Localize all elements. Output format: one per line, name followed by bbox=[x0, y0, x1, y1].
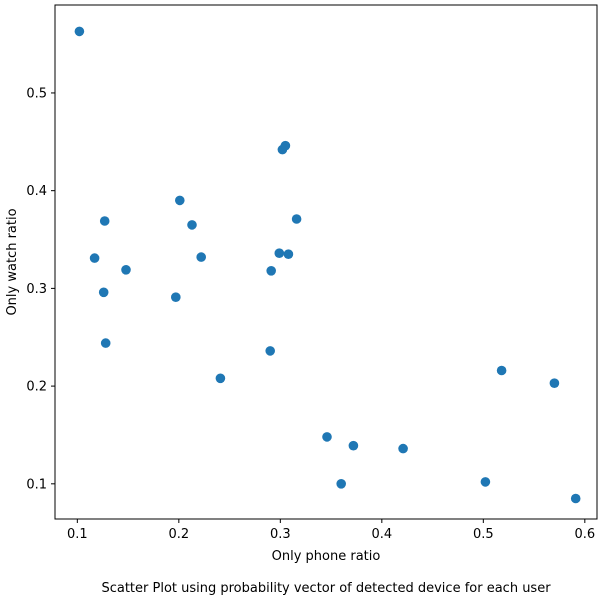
data-point bbox=[480, 477, 491, 487]
data-point bbox=[336, 479, 347, 489]
y-tick-label: 0.3 bbox=[26, 282, 47, 297]
x-axis-label: Only phone ratio bbox=[272, 549, 381, 564]
data-point bbox=[265, 346, 276, 356]
data-point bbox=[280, 140, 291, 151]
data-point bbox=[89, 253, 100, 263]
plot-frame bbox=[54, 4, 598, 520]
data-points bbox=[74, 26, 581, 504]
x-tick-label: 0.2 bbox=[168, 527, 189, 542]
data-point bbox=[266, 266, 277, 276]
data-point bbox=[398, 443, 408, 454]
y-tick-label: 0.4 bbox=[26, 184, 47, 199]
data-point bbox=[187, 220, 197, 230]
data-point bbox=[274, 248, 285, 258]
y-axis-label: Only watch ratio bbox=[5, 208, 20, 315]
data-point bbox=[291, 214, 302, 224]
data-point bbox=[496, 365, 507, 376]
y-tick-label: 0.5 bbox=[26, 86, 47, 101]
y-tick-label: 0.2 bbox=[26, 380, 47, 395]
data-point bbox=[549, 378, 560, 389]
data-point bbox=[215, 373, 226, 384]
y-tick-label: 0.1 bbox=[26, 477, 47, 492]
y-axis-ticks: 0.1 0.2 0.3 0.4 0.5 bbox=[26, 86, 55, 492]
chart-caption: Scatter Plot using probability vector of… bbox=[101, 581, 551, 596]
data-point bbox=[196, 252, 206, 262]
data-point bbox=[99, 216, 110, 226]
data-point bbox=[175, 195, 185, 206]
x-axis-ticks: 0.1 0.2 0.3 0.4 0.5 0.6 bbox=[67, 519, 595, 542]
data-point bbox=[74, 26, 85, 37]
data-point bbox=[348, 440, 359, 451]
data-point bbox=[171, 292, 181, 303]
x-tick-label: 0.6 bbox=[574, 527, 595, 542]
data-point bbox=[283, 249, 294, 259]
x-tick-label: 0.3 bbox=[270, 527, 291, 542]
x-tick-label: 0.5 bbox=[473, 527, 494, 542]
data-point bbox=[121, 265, 131, 275]
data-point bbox=[100, 338, 111, 348]
data-point bbox=[570, 493, 581, 504]
data-point bbox=[322, 432, 332, 442]
x-tick-label: 0.1 bbox=[67, 527, 88, 542]
data-point bbox=[98, 287, 109, 298]
x-tick-label: 0.4 bbox=[371, 527, 392, 542]
